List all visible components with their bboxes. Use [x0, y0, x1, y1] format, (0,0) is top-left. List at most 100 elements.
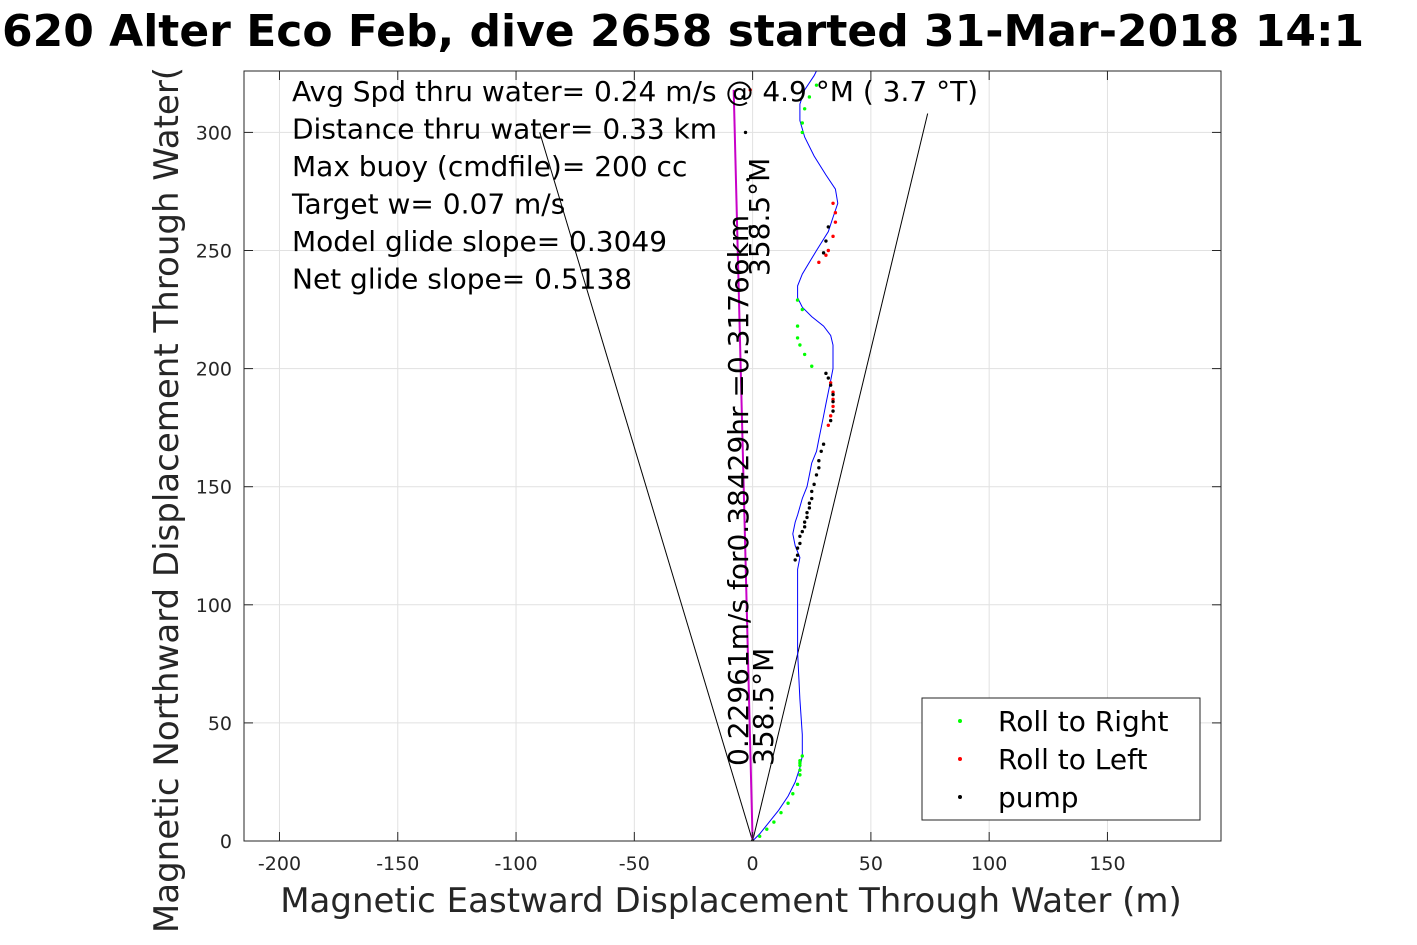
pump-point [793, 558, 797, 562]
roll-to-left-point [833, 220, 838, 224]
pump-point [743, 130, 748, 135]
pump-point [828, 383, 833, 387]
roll-to-left-point [826, 248, 831, 253]
roll-to-right-point [800, 121, 804, 125]
pump-point [828, 418, 833, 423]
x-tick-label: -100 [494, 853, 537, 875]
legend-marker [958, 719, 962, 723]
y-tick-label: 250 [196, 241, 232, 263]
pump-point [817, 466, 821, 470]
roll-to-right-point [791, 792, 795, 796]
x-tick-label: 100 [971, 853, 1007, 875]
chart-title: 620 Alter Eco Feb, dive 2658 started 31-… [2, 6, 1364, 57]
x-tick-label: 0 [747, 853, 759, 875]
info-line: Max buoy (cmdfile)= 200 cc [292, 150, 687, 183]
y-tick-label: 150 [196, 477, 232, 499]
roll-to-right-point [802, 107, 807, 111]
plot-area: -200 -150 -100 -50 0 50 100 150 0 50 100 150 200 250 3… [196, 70, 1222, 875]
roll-to-left-point [824, 253, 828, 257]
pump-point [748, 225, 752, 229]
info-line: Distance thru water= 0.33 km [292, 113, 717, 146]
track-layer [752, 71, 839, 841]
tick-layer: -200 -150 -100 -50 0 50 100 150 0 50 100 150 200 250 3… [196, 71, 1221, 875]
roll-to-right-point [795, 782, 800, 787]
roll-to-right-point [800, 130, 804, 135]
roll-to-right-point [795, 336, 800, 340]
pump-point [814, 473, 819, 477]
glide-cone-line [539, 132, 754, 841]
pump-point [812, 482, 816, 487]
roll-to-right-point [758, 834, 762, 838]
pump-point [741, 95, 745, 99]
y-tick-label: 0 [220, 831, 232, 853]
roll-to-right-point [786, 801, 790, 805]
roll-to-right-point [779, 810, 783, 815]
pump-point [821, 442, 826, 446]
roll-to-right-point [807, 95, 812, 99]
pump-point [821, 251, 826, 255]
legend-label: Roll to Right [998, 705, 1169, 738]
pump-point [802, 525, 807, 529]
pump-point [810, 496, 814, 501]
pump-point [817, 459, 821, 463]
dive-track-line [752, 71, 839, 841]
legend-marker [958, 757, 962, 761]
pump-point [831, 392, 835, 397]
pump-point [807, 506, 812, 510]
pump-point [798, 541, 802, 546]
roll-to-right-point [798, 761, 802, 765]
y-tick-label: 100 [196, 595, 232, 617]
pump-point [802, 520, 807, 524]
pump-point [831, 399, 835, 404]
y-tick-label: 50 [208, 713, 232, 735]
roll-to-right-point [765, 827, 769, 831]
x-tick-label: 50 [859, 853, 883, 875]
info-line: Net glide slope= 0.5138 [292, 263, 632, 296]
y-axis-label: Magnetic Northward Displacement Through … [147, 67, 187, 933]
pump-point [746, 177, 750, 182]
roll-to-right-point [798, 773, 802, 777]
roll-to-right-point [814, 83, 819, 87]
x-tick-label: -200 [258, 853, 301, 875]
roll-to-left-point [831, 234, 835, 239]
info-line: Avg Spd thru water= 0.24 m/s @ 4.9 °M ( … [292, 75, 978, 108]
info-line: Model glide slope= 0.3049 [292, 225, 667, 258]
y-tick-label: 300 [196, 122, 232, 144]
legend-box [921, 697, 1201, 821]
roll-to-right-point [798, 758, 802, 763]
marker-layer [741, 83, 838, 841]
x-tick-label: 150 [1089, 853, 1125, 875]
roll-to-right-point [798, 343, 802, 347]
x-tick-label: -150 [376, 853, 419, 875]
roll-to-right-point [772, 820, 776, 824]
pump-point [800, 529, 804, 534]
legend-label: pump [998, 781, 1079, 814]
roll-to-right-point [800, 307, 804, 312]
pump-point [831, 409, 835, 413]
legend: Roll to Right Roll to Left pump [921, 697, 1201, 821]
roll-to-left-point [833, 211, 838, 215]
pump-point [805, 515, 809, 520]
reference-layer [539, 89, 929, 841]
pump-point [826, 225, 831, 229]
pump-point [824, 239, 828, 243]
rotated-annotation: 0.22961m/s for0.38429hr =0.31766km [722, 215, 755, 766]
x-axis-label: Magnetic Eastward Displacement Through W… [280, 881, 1182, 921]
axes-frame [243, 70, 1222, 842]
y-tick-label: 200 [196, 359, 232, 381]
roll-to-right-point [802, 352, 807, 357]
rotated-annotation: 358.5°M [743, 158, 776, 276]
pump-point [826, 376, 831, 380]
roll-to-left-point [831, 404, 835, 409]
roll-to-left-point [831, 390, 835, 394]
roll-to-left-point [817, 260, 821, 265]
legend-marker [958, 795, 962, 799]
roll-to-right-point [810, 364, 814, 368]
roll-to-left-point [748, 88, 752, 92]
roll-to-right-point [800, 754, 804, 758]
pump-point [810, 489, 814, 494]
pump-point [795, 546, 800, 550]
pump-point [824, 371, 828, 376]
roll-to-left-point [826, 423, 831, 427]
roll-to-left-point [831, 201, 835, 205]
